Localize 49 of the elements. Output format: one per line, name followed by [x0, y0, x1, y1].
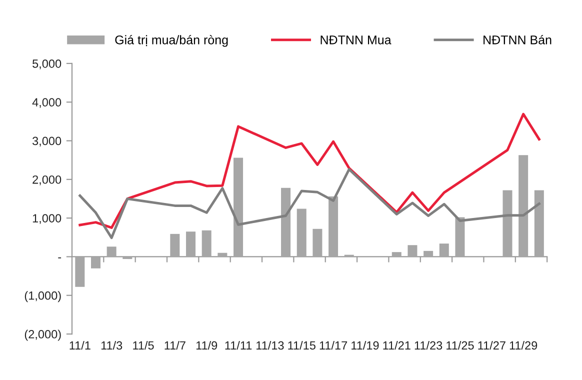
bar — [392, 252, 402, 257]
bar — [90, 256, 100, 268]
legend-label: Giá trị mua/bán ròng — [115, 35, 228, 47]
line-series — [78, 112, 540, 229]
bar — [186, 232, 196, 257]
bar — [281, 188, 291, 257]
x-tick-label: 11/13 — [256, 340, 284, 350]
y-tick-label: (1,000) — [24, 291, 61, 302]
y-tick-label: 2,000 — [32, 175, 62, 186]
x-tick-label: 11/3 — [101, 340, 122, 350]
bar — [106, 246, 116, 257]
bar — [439, 244, 449, 257]
legend-label: NĐTNN Mua — [320, 36, 392, 44]
y-tick-label: 1,000 — [32, 214, 62, 224]
x-tick-label: 11/19 — [352, 340, 379, 350]
bar — [502, 190, 512, 257]
x-tick-label: 11/1 — [70, 340, 90, 350]
bar — [218, 252, 228, 257]
bar — [202, 230, 212, 257]
x-tick-label: 11/17 — [320, 340, 348, 350]
x-tick-label: 11/9 — [196, 340, 218, 350]
y-tick-label: 5,000 — [32, 59, 62, 70]
bar — [518, 155, 528, 257]
bar — [455, 217, 465, 257]
bar — [312, 228, 322, 257]
line-series — [78, 168, 540, 240]
bar — [534, 190, 544, 257]
bar — [296, 208, 306, 257]
bar — [408, 245, 418, 257]
x-tick-label: 11/21 — [383, 340, 410, 350]
x-tick-label: 11/23 — [414, 340, 442, 350]
y-tick-label: 4,000 — [32, 98, 62, 108]
x-tick-label: 11/5 — [133, 340, 154, 350]
y-tick-label: (2,000) — [24, 330, 61, 341]
x-tick-label: 11/29 — [510, 340, 538, 350]
legend-label: NĐTNN Bán — [484, 35, 552, 44]
x-tick-label: 11/11 — [225, 340, 252, 350]
y-tick-label: - — [58, 257, 62, 258]
bar — [75, 256, 85, 287]
x-tick-label: 11/27 — [478, 340, 506, 350]
bar — [328, 196, 338, 257]
bar — [122, 256, 132, 260]
x-tick-label: 11/25 — [446, 340, 474, 350]
x-tick-label: 11/15 — [288, 340, 316, 350]
x-tick-label: 11/7 — [164, 340, 186, 350]
bar — [234, 158, 244, 257]
y-tick-label: 3,000 — [32, 136, 62, 147]
bar — [170, 234, 180, 257]
bar — [424, 250, 434, 257]
